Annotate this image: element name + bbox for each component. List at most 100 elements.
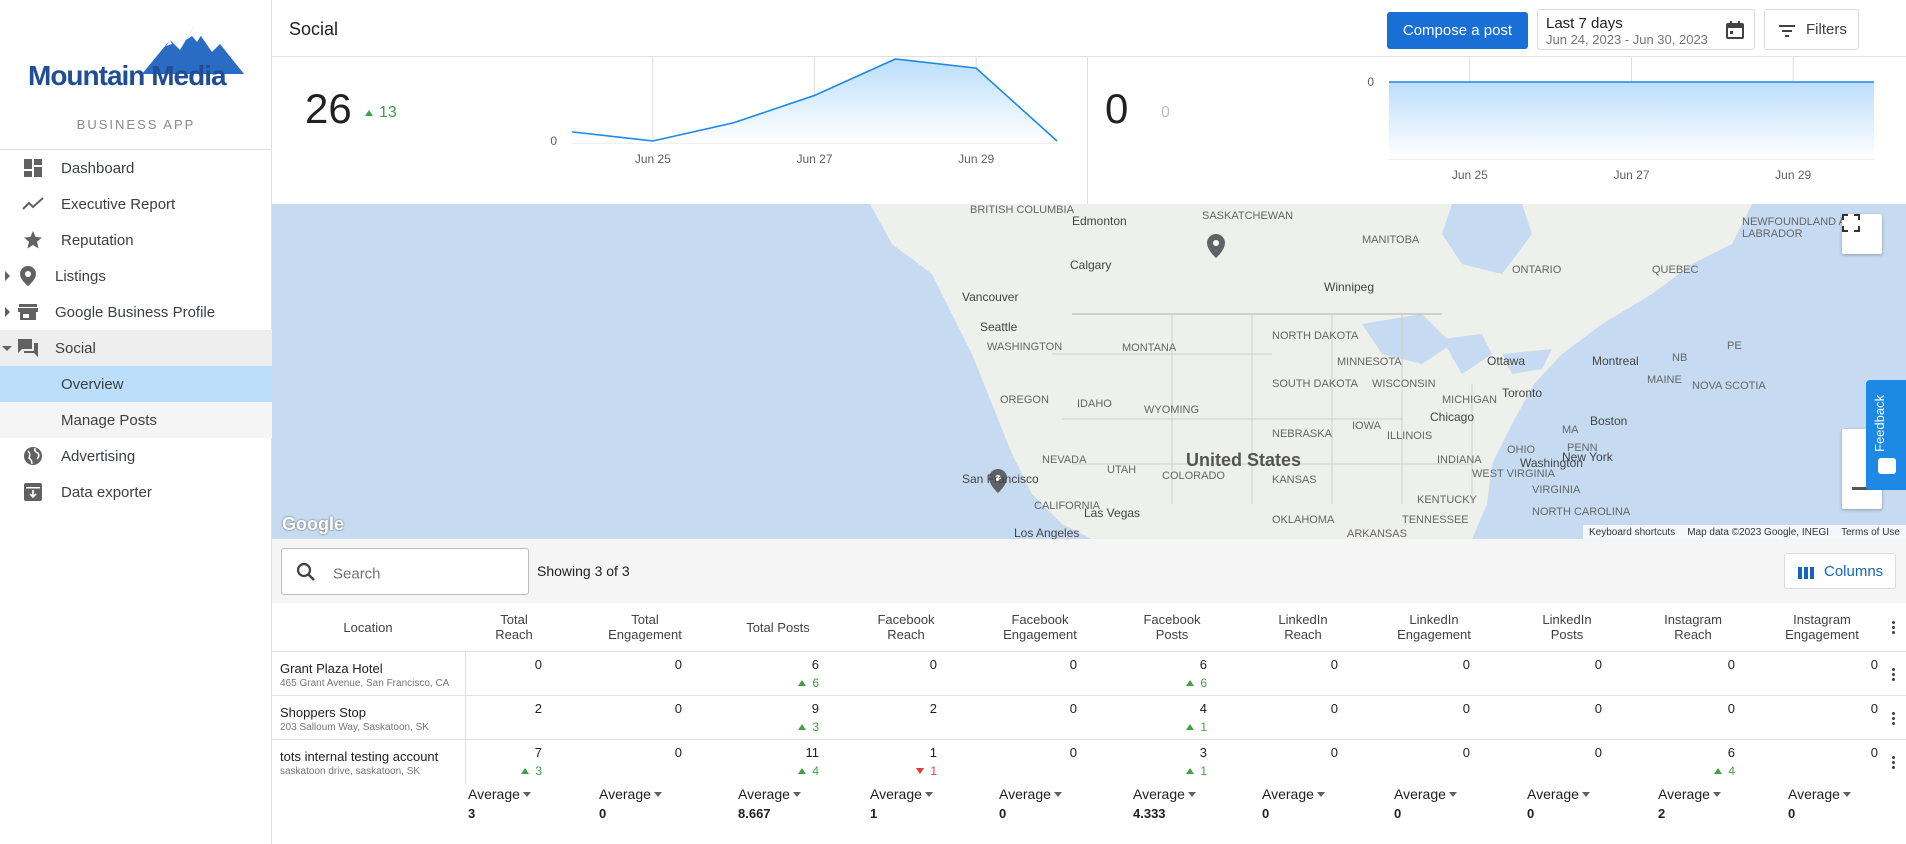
archive-icon <box>21 480 45 504</box>
map-label: MANITOBA <box>1362 234 1420 246</box>
map-label: OKLAHOMA <box>1272 514 1335 526</box>
arrow-up-icon <box>1186 680 1195 686</box>
metric-value: 0 <box>1462 657 1470 672</box>
feedback-tab[interactable]: Feedback <box>1866 380 1906 490</box>
summary-dropdown[interactable]: Average <box>870 786 933 802</box>
zoom-out-icon[interactable] <box>1852 487 1872 490</box>
expand-arrow-icon[interactable] <box>5 307 10 317</box>
map-city-label: Los Angeles <box>1014 526 1080 539</box>
metric-value: 0 <box>1594 701 1602 716</box>
compose-post-button[interactable]: Compose a post <box>1387 12 1528 49</box>
metric-value: 0 <box>1069 657 1077 672</box>
metric-cell: 0 <box>1615 657 1735 672</box>
map-label: SASKATCHEWAN <box>1202 210 1294 222</box>
keyboard-shortcuts-link[interactable]: Keyboard shortcuts <box>1589 526 1676 538</box>
locations-table: Location Total Reach Total Engagement Total… <box>272 603 1906 844</box>
mountain-logo-icon <box>142 26 244 74</box>
table-toolbar: Search Showing 3 of 3 Columns <box>272 539 1906 603</box>
page-title: Social <box>289 19 339 39</box>
metric-value: 0 <box>1330 657 1338 672</box>
table-row[interactable]: Shoppers Stop 203 Salloum Way, Saskatoon,… <box>272 695 1906 740</box>
sidebar-item-manage-posts[interactable]: Manage Posts <box>0 402 272 438</box>
map-label: WISCONSIN <box>1372 378 1436 390</box>
row-menu-icon[interactable] <box>1883 664 1903 684</box>
stat-delta: 0 <box>1161 104 1170 121</box>
sidebar-item-dashboard[interactable]: Dashboard <box>0 150 272 186</box>
row-menu-icon[interactable] <box>1883 752 1903 772</box>
chart-area <box>572 59 1057 143</box>
sidebar-item-data-exporter[interactable]: Data exporter <box>0 474 272 510</box>
column-header[interactable]: Facebook Posts <box>1143 612 1201 642</box>
summary-dropdown[interactable]: Average <box>1394 786 1457 802</box>
map-city-label: Seattle <box>980 320 1018 334</box>
summary-dropdown[interactable]: Average <box>599 786 662 802</box>
map-label: MINNESOTA <box>1337 356 1402 368</box>
metric-cell: 0 <box>1218 657 1338 672</box>
column-header-location[interactable]: Location <box>343 619 393 635</box>
column-header[interactable]: Facebook Engagement <box>1003 612 1077 642</box>
metric-value: 0 <box>1594 657 1602 672</box>
column-header[interactable]: Instagram Reach <box>1664 612 1722 642</box>
location-address: 465 Grant Avenue, San Francisco, CA <box>280 678 450 689</box>
brand-area: Mountain Media BUSINESS APP <box>0 0 271 150</box>
location-address: 203 Salloum Way, Saskatoon, SK <box>280 722 429 733</box>
column-header[interactable]: Total Posts <box>746 619 810 635</box>
date-range-value: Jun 24, 2023 - Jun 30, 2023 <box>1546 32 1708 47</box>
metric-value: 4 <box>1199 701 1207 716</box>
column-header[interactable]: LinkedIn Engagement <box>1397 612 1471 642</box>
summary-dropdown[interactable]: Average <box>1788 786 1851 802</box>
sidebar-item-google-business-profile[interactable]: Google Business Profile <box>0 294 272 330</box>
summary-dropdown[interactable]: Average <box>1527 786 1590 802</box>
search-input[interactable]: Search <box>281 548 529 595</box>
columns-button[interactable]: Columns <box>1784 553 1896 589</box>
globe-icon <box>21 444 45 468</box>
summary-dropdown[interactable]: Average <box>1658 786 1721 802</box>
sidebar-item-advertising[interactable]: Advertising <box>0 438 272 474</box>
metric-cell: 0 <box>562 745 682 760</box>
sidebar-item-label: Dashboard <box>61 159 135 177</box>
sidebar-item-social[interactable]: Social <box>0 330 272 366</box>
map-city-label: New York <box>1562 450 1613 464</box>
map-label: ARKANSAS <box>1347 528 1407 539</box>
terms-of-use-link[interactable]: Terms of Use <box>1841 526 1900 538</box>
summary-label: Average <box>1658 786 1710 802</box>
y-tick-label: 0 <box>550 134 557 148</box>
more-vert-icon[interactable] <box>1883 617 1903 637</box>
map-label: OREGON <box>1000 394 1049 406</box>
sidebar-item-overview[interactable]: Overview <box>0 366 272 402</box>
summary-dropdown[interactable]: Average <box>1133 786 1196 802</box>
summary-label: Average <box>468 786 520 802</box>
metric-cell: 0 <box>562 657 682 672</box>
sidebar-item-label: Executive Report <box>61 195 176 213</box>
sidebar-item-executive-report[interactable]: Executive Report <box>0 186 272 222</box>
sidebar-item-reputation[interactable]: Reputation <box>0 222 272 258</box>
summary-dropdown[interactable]: Average <box>468 786 531 802</box>
column-header[interactable]: LinkedIn Reach <box>1278 612 1328 642</box>
column-header[interactable]: Total Reach <box>495 612 533 642</box>
column-header[interactable]: LinkedIn Posts <box>1542 612 1592 642</box>
filters-button[interactable]: Filters <box>1764 9 1859 50</box>
locations-map[interactable]: BRITISH COLUMBIA SASKATCHEWAN MANITOBA O… <box>272 204 1906 539</box>
calendar-icon[interactable] <box>1726 21 1744 42</box>
expand-arrow-icon[interactable] <box>5 271 10 281</box>
table-row[interactable]: Grant Plaza Hotel 465 Grant Avenue, San F… <box>272 651 1906 696</box>
column-header[interactable]: Total Engagement <box>608 612 682 642</box>
summary-dropdown[interactable]: Average <box>738 786 801 802</box>
location-name: tots internal testing account <box>280 749 439 764</box>
metric-cell: 0 <box>1350 657 1470 672</box>
summary-dropdown[interactable]: Average <box>999 786 1062 802</box>
row-menu-icon[interactable] <box>1883 708 1903 728</box>
location-cell: Grant Plaza Hotel 465 Grant Avenue, San F… <box>280 661 460 689</box>
column-header[interactable]: Facebook Reach <box>877 612 935 642</box>
date-range-picker[interactable]: Last 7 days Jun 24, 2023 - Jun 30, 2023 <box>1537 9 1755 50</box>
sidebar-item-listings[interactable]: Listings <box>0 258 272 294</box>
table-row[interactable]: tots internal testing account saskatoon d… <box>272 739 1906 784</box>
collapse-arrow-icon[interactable] <box>2 346 12 351</box>
column-header[interactable]: Instagram Engagement <box>1785 612 1859 642</box>
map-label: PENN <box>1567 442 1598 454</box>
summary-dropdown[interactable]: Average <box>1262 786 1325 802</box>
location-cell: tots internal testing account saskatoon d… <box>280 749 460 777</box>
map-fullscreen-button[interactable] <box>1842 214 1882 254</box>
